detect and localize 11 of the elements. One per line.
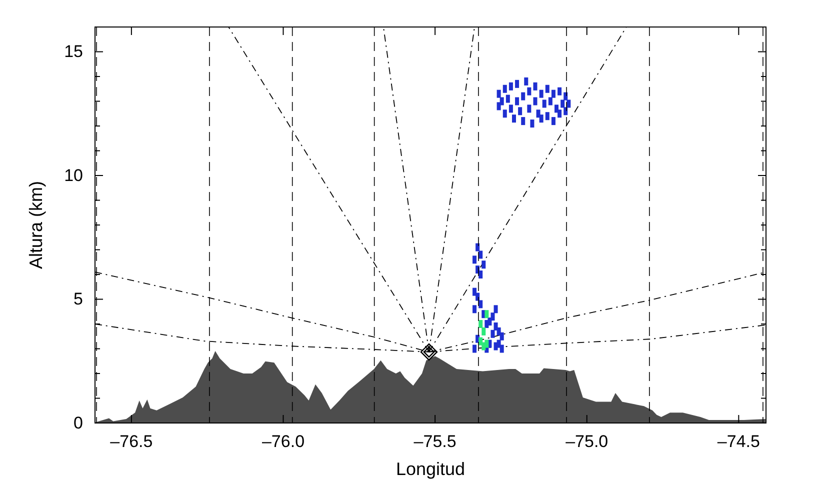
y-tick-label: 5 <box>74 290 83 309</box>
y-tick-label: 0 <box>74 413 83 432</box>
y-tick-label: 15 <box>64 42 83 62</box>
y-axis-title: Altura (km) <box>26 180 46 270</box>
x-tick-label: –76.5 <box>110 432 153 452</box>
x-tick-label: –75.5 <box>414 432 456 452</box>
y-tick-label: 10 <box>64 166 83 185</box>
x-tick-label: –76.0 <box>262 432 305 452</box>
x-axis-title: Longitud <box>396 459 466 479</box>
x-tick-label: –74.5 <box>717 432 760 452</box>
x-tick-label: –75.0 <box>566 432 608 452</box>
